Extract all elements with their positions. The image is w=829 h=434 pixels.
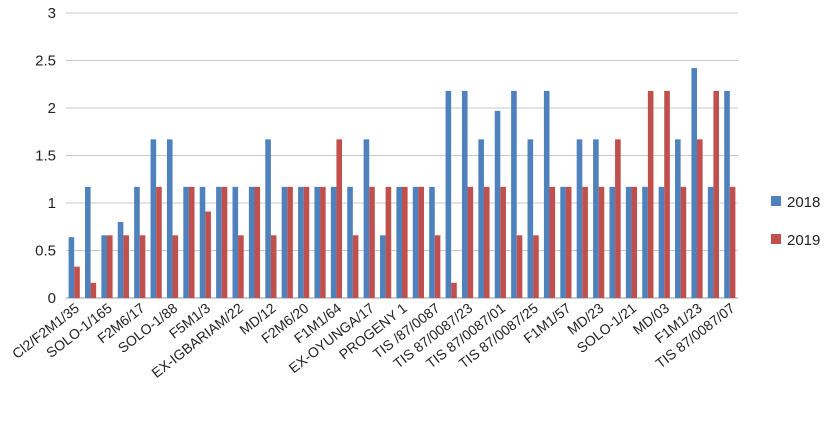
bar-2018-10 <box>232 186 239 298</box>
bar-2018-24 <box>461 90 468 299</box>
bar-2018-36 <box>658 186 665 298</box>
bar-2019-29 <box>549 186 556 298</box>
bar-2019-33 <box>615 139 621 298</box>
bar-2019-28 <box>533 235 539 298</box>
bar-2018-8 <box>199 186 206 298</box>
bar-2019-25 <box>483 186 490 298</box>
x-axis: Cl2/F2M1/35SOLO-1/165F2M6/17SOLO-1/88F5M… <box>9 300 738 381</box>
bar-2018-16 <box>330 186 337 298</box>
bar-2019-13 <box>287 186 293 298</box>
bar-2019-38 <box>697 139 703 298</box>
bar-2019-21 <box>418 186 424 298</box>
bar-2019-0 <box>74 266 80 298</box>
bar-2019-4 <box>139 235 146 298</box>
legend-label-2018: 2018 <box>787 194 820 211</box>
bar-2018-17 <box>347 186 353 298</box>
bar-2018-30 <box>560 186 566 298</box>
y-tick-label: 0 <box>48 290 56 307</box>
bar-2018-32 <box>593 139 599 298</box>
bar-2018-35 <box>642 186 648 298</box>
y-tick-label: 2 <box>48 100 56 117</box>
bar-2019-17 <box>352 235 359 298</box>
bar-2018-25 <box>478 139 484 298</box>
bar-2019-30 <box>565 186 572 298</box>
bar-2019-8 <box>205 211 211 298</box>
y-tick-label: 3 <box>48 5 56 22</box>
bar-2019-14 <box>303 186 310 298</box>
bars <box>68 68 736 299</box>
bar-2019-18 <box>369 186 375 298</box>
bar-2018-5 <box>150 139 157 298</box>
bar-2018-9 <box>216 186 222 298</box>
bar-2019-1 <box>90 282 97 298</box>
bar-2018-31 <box>576 139 583 298</box>
bar-2018-13 <box>281 186 288 298</box>
bar-2019-2 <box>106 235 113 298</box>
bar-2019-16 <box>336 139 343 298</box>
bar-2018-22 <box>429 186 435 298</box>
bar-2018-23 <box>445 90 452 299</box>
bar-2018-19 <box>380 235 386 298</box>
legend-swatch-2018 <box>771 196 781 206</box>
legend-swatch-2019 <box>771 234 781 244</box>
bar-2019-6 <box>172 235 179 298</box>
bar-2018-27 <box>511 90 517 299</box>
bar-2019-3 <box>123 235 129 298</box>
bar-2018-39 <box>707 186 714 298</box>
bar-2019-9 <box>221 186 228 298</box>
bar-2019-24 <box>467 186 474 298</box>
bar-2019-7 <box>188 186 195 298</box>
y-tick-label: 1 <box>48 195 56 212</box>
bar-2019-26 <box>500 186 506 298</box>
bar-2018-1 <box>84 186 91 298</box>
bar-2018-38 <box>691 68 698 298</box>
bar-2019-40 <box>729 186 736 298</box>
bar-2018-40 <box>724 90 730 299</box>
legend-label-2019: 2019 <box>787 232 820 249</box>
bar-2019-35 <box>647 90 654 299</box>
bar-2018-34 <box>625 186 632 298</box>
bar-2018-37 <box>675 139 681 298</box>
bar-2018-21 <box>412 186 419 298</box>
legend: 2018 2019 <box>771 194 820 249</box>
bar-2019-10 <box>238 235 244 298</box>
bar-2019-20 <box>402 186 408 298</box>
bar-2018-4 <box>134 186 140 298</box>
bar-2018-0 <box>68 237 75 298</box>
bar-2018-6 <box>166 139 173 298</box>
bar-2019-36 <box>664 90 670 299</box>
bar-2019-37 <box>680 186 687 298</box>
bar-2019-12 <box>270 235 277 298</box>
y-tick-label: 2.5 <box>35 53 56 70</box>
bar-2018-33 <box>609 186 616 298</box>
bar-2018-3 <box>117 222 124 298</box>
bar-2018-15 <box>314 186 321 298</box>
y-tick-label: 1.5 <box>35 148 56 165</box>
bar-2018-26 <box>494 110 501 298</box>
bar-2018-14 <box>298 186 304 298</box>
bar-2018-20 <box>396 186 402 298</box>
bar-2019-27 <box>516 235 523 298</box>
bar-2019-22 <box>434 235 441 298</box>
bar-2018-11 <box>248 186 255 298</box>
bar-2019-19 <box>385 186 392 298</box>
bar-2019-34 <box>631 186 638 298</box>
bar-2019-39 <box>713 90 720 299</box>
bar-2018-29 <box>543 90 550 299</box>
bar-2019-15 <box>320 186 326 298</box>
bar-2019-32 <box>598 186 605 298</box>
bar-2019-5 <box>156 186 162 298</box>
bar-2019-23 <box>451 282 457 298</box>
y-tick-label: 0.5 <box>35 243 56 260</box>
bar-2018-7 <box>183 186 189 298</box>
bar-2019-11 <box>254 186 261 298</box>
bar-2018-2 <box>101 235 107 298</box>
y-axis: 0 0.5 1 1.5 2 2.5 3 <box>35 5 56 307</box>
bar-2018-12 <box>265 139 271 298</box>
bar-2018-28 <box>527 139 534 298</box>
bar-2019-31 <box>582 186 588 298</box>
bar-2018-18 <box>363 139 370 298</box>
